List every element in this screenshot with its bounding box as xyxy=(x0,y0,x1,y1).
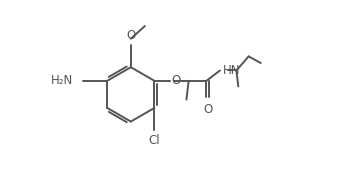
Text: HN: HN xyxy=(223,64,240,77)
Text: O: O xyxy=(126,29,136,42)
Text: Cl: Cl xyxy=(148,134,160,147)
Text: O: O xyxy=(172,74,181,87)
Text: O: O xyxy=(203,103,212,116)
Text: H₂N: H₂N xyxy=(51,74,73,87)
